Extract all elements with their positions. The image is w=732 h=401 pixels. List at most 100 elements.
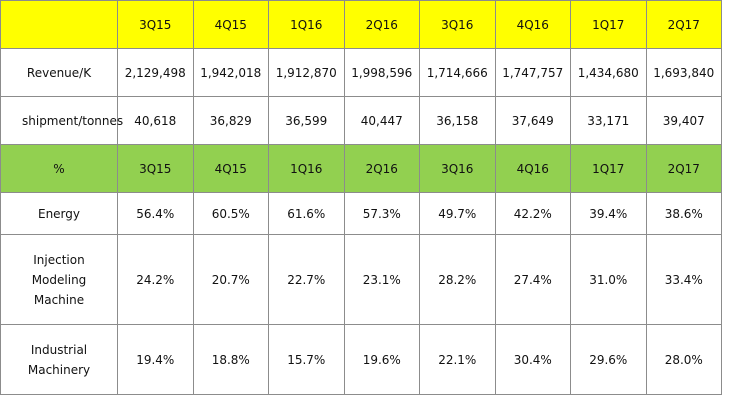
data-cell-text: 60.5% bbox=[211, 206, 250, 221]
data-cell-text: 1,714,666 bbox=[426, 65, 488, 80]
data-cell: 15.7% bbox=[268, 324, 345, 395]
column-header-text: 2Q16 bbox=[365, 17, 398, 32]
data-cell: 20.7% bbox=[192, 234, 269, 325]
data-cell: 33.4% bbox=[645, 234, 722, 325]
data-cell: 33,171 bbox=[570, 96, 647, 145]
data-cell: 31.0% bbox=[570, 234, 647, 325]
data-cell: 39.4% bbox=[570, 192, 647, 235]
data-row: Revenue/K 2,129,498 1,942,018 1,912,870 1,99… bbox=[0, 48, 722, 97]
column-header-text: 4Q15 bbox=[214, 17, 247, 32]
data-cell: 2,129,498 bbox=[117, 48, 194, 97]
data-cell-text: 1,912,870 bbox=[275, 65, 337, 80]
data-cell: 36,829 bbox=[192, 96, 269, 145]
data-cell-text: 1,942,018 bbox=[200, 65, 262, 80]
header-row: % 3Q15 4Q15 1Q16 2Q16 3Q16 4Q16 1Q17 2Q17 bbox=[0, 144, 722, 193]
row-label-text: Energy bbox=[37, 206, 80, 221]
column-header: 2Q16 bbox=[343, 144, 420, 193]
data-cell-text: 61.6% bbox=[287, 206, 326, 221]
corner-cell-text: % bbox=[53, 161, 65, 176]
data-cell: 38.6% bbox=[645, 192, 722, 235]
data-cell: 1,693,840 bbox=[645, 48, 722, 97]
data-cell-text: 1,434,680 bbox=[577, 65, 639, 80]
data-cell: 60.5% bbox=[192, 192, 269, 235]
data-cell: 19.4% bbox=[117, 324, 194, 395]
column-header: 1Q17 bbox=[570, 144, 647, 193]
data-cell: 1,942,018 bbox=[192, 48, 269, 97]
data-cell: 19.6% bbox=[343, 324, 420, 395]
row-label-text: Injection Modeling Machine bbox=[31, 252, 87, 307]
data-cell: 22.7% bbox=[268, 234, 345, 325]
data-cell-text: 18.8% bbox=[211, 352, 250, 367]
data-cell: 57.3% bbox=[343, 192, 420, 235]
data-row: Injection Modeling Machine 24.2% 20.7% 22.7… bbox=[0, 234, 722, 325]
column-header: 3Q16 bbox=[419, 0, 496, 49]
data-cell: 22.1% bbox=[419, 324, 496, 395]
data-cell-text: 33.4% bbox=[664, 272, 703, 287]
data-row: Energy 56.4% 60.5% 61.6% 57.3% 49.7% 42.2% 39.4… bbox=[0, 192, 722, 235]
data-cell-text: 23.1% bbox=[362, 272, 401, 287]
column-header: 2Q17 bbox=[645, 0, 722, 49]
header-row: 3Q15 4Q15 1Q16 2Q16 3Q16 4Q16 1Q17 2Q17 bbox=[0, 0, 722, 49]
data-cell-text: 40,447 bbox=[360, 113, 403, 128]
data-cell-text: 20.7% bbox=[211, 272, 250, 287]
data-cell: 37,649 bbox=[494, 96, 571, 145]
data-cell-text: 28.0% bbox=[664, 352, 703, 367]
column-header: 4Q16 bbox=[494, 144, 571, 193]
data-cell: 40,618 bbox=[117, 96, 194, 145]
column-header: 1Q17 bbox=[570, 0, 647, 49]
data-cell: 42.2% bbox=[494, 192, 571, 235]
data-cell-text: 15.7% bbox=[287, 352, 326, 367]
data-cell-text: 56.4% bbox=[136, 206, 175, 221]
data-cell: 1,747,757 bbox=[494, 48, 571, 97]
column-header-text: 1Q16 bbox=[290, 17, 323, 32]
data-cell-text: 19.6% bbox=[362, 352, 401, 367]
column-header-text: 3Q15 bbox=[139, 17, 172, 32]
data-cell: 28.0% bbox=[645, 324, 722, 395]
data-cell-text: 42.2% bbox=[513, 206, 552, 221]
data-cell: 27.4% bbox=[494, 234, 571, 325]
data-cell-text: 40,618 bbox=[134, 113, 177, 128]
data-cell-text: 36,158 bbox=[436, 113, 479, 128]
data-cell: 49.7% bbox=[419, 192, 496, 235]
column-header-text: 2Q17 bbox=[667, 17, 700, 32]
data-cell-text: 1,747,757 bbox=[502, 65, 564, 80]
column-header: 2Q17 bbox=[645, 144, 722, 193]
data-cell-text: 36,829 bbox=[209, 113, 252, 128]
column-header: 1Q16 bbox=[268, 0, 345, 49]
column-header-text: 4Q16 bbox=[516, 161, 549, 176]
column-header: 1Q16 bbox=[268, 144, 345, 193]
data-cell: 40,447 bbox=[343, 96, 420, 145]
row-label: Industrial Machinery bbox=[0, 324, 118, 395]
column-header: 2Q16 bbox=[343, 0, 420, 49]
data-cell: 1,998,596 bbox=[343, 48, 420, 97]
data-cell-text: 39.4% bbox=[589, 206, 628, 221]
data-cell: 28.2% bbox=[419, 234, 496, 325]
data-cell-text: 49.7% bbox=[438, 206, 477, 221]
column-header: 4Q16 bbox=[494, 0, 571, 49]
column-header: 4Q15 bbox=[192, 0, 269, 49]
data-cell-text: 37,649 bbox=[511, 113, 554, 128]
data-cell: 36,599 bbox=[268, 96, 345, 145]
data-cell: 23.1% bbox=[343, 234, 420, 325]
column-header: 3Q16 bbox=[419, 144, 496, 193]
row-label-text: shipment/tonnes bbox=[22, 113, 124, 128]
data-cell-text: 30.4% bbox=[513, 352, 552, 367]
data-cell: 24.2% bbox=[117, 234, 194, 325]
column-header-text: 3Q16 bbox=[441, 161, 474, 176]
data-cell: 39,407 bbox=[645, 96, 722, 145]
data-cell-text: 2,129,498 bbox=[124, 65, 186, 80]
corner-cell bbox=[0, 0, 118, 49]
column-header-text: 1Q16 bbox=[290, 161, 323, 176]
data-cell-text: 1,693,840 bbox=[653, 65, 715, 80]
column-header-text: 3Q15 bbox=[139, 161, 172, 176]
data-cell-text: 57.3% bbox=[362, 206, 401, 221]
data-cell: 29.6% bbox=[570, 324, 647, 395]
data-cell: 1,714,666 bbox=[419, 48, 496, 97]
data-table: 3Q15 4Q15 1Q16 2Q16 3Q16 4Q16 1Q17 2Q17 Revenue/… bbox=[0, 0, 722, 395]
data-cell: 56.4% bbox=[117, 192, 194, 235]
data-cell-text: 19.4% bbox=[136, 352, 175, 367]
data-cell: 1,912,870 bbox=[268, 48, 345, 97]
row-label-text: Industrial Machinery bbox=[27, 342, 91, 377]
data-cell-text: 22.7% bbox=[287, 272, 326, 287]
